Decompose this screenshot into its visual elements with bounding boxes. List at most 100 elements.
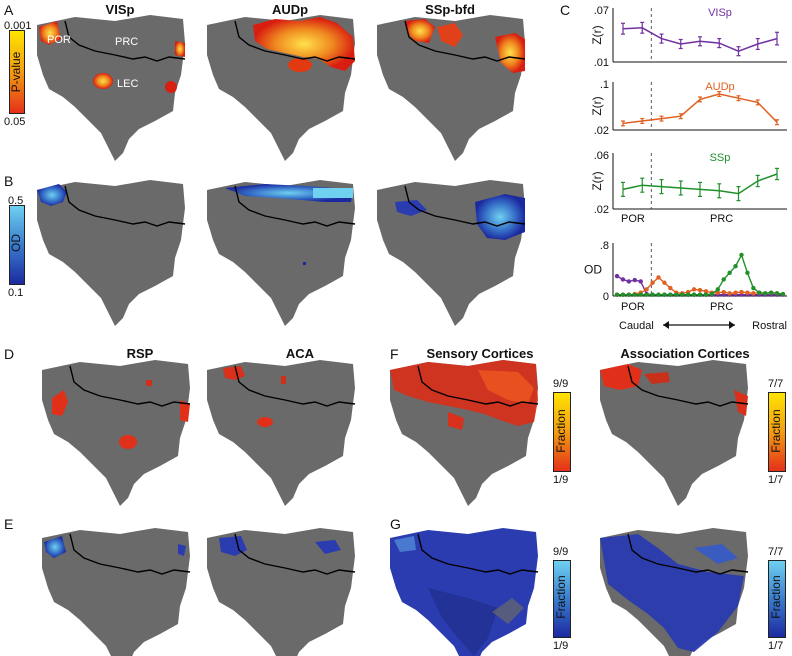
y-tick-label: 0 [603,291,609,303]
od-point [703,292,709,297]
fraction-spot [694,544,738,564]
od-point [638,292,643,297]
arrow-left-icon [663,321,669,329]
od-point [745,270,750,276]
panel-letter-e: E [4,516,14,532]
title-ssp-bfd: SSp-bfd [425,2,475,17]
od-point [715,287,720,292]
fraction-spot [119,435,137,449]
od-point [745,290,750,295]
colorbar-pvalue-top: 0.001 [4,20,32,32]
colorbar-fraction-assoc-blue-label: Fraction [769,575,783,619]
colorbar-od-bottom: 0.1 [8,287,24,299]
panel-letter-b: B [4,173,14,189]
od-point [751,285,756,291]
colorbar-fraction-sensory-red [553,392,571,472]
od-point [680,292,685,297]
od-point [739,252,744,258]
y-tick-label: .02 [594,204,609,216]
od-point [638,279,643,284]
panel-c-charts: .07 .01 Z(r) VISp .1 .02 Z(r) AUDp .06 .02 Z(r) SSp… [584,5,787,332]
colorbar-od [9,205,25,285]
colorbar-fraction-sensory-red-top: 9/9 [553,378,569,390]
fraction-spot [180,400,190,422]
colorbar-fraction-assoc-blue [768,560,786,638]
axis-rostral-label: Rostral [752,320,787,332]
panel-letter-a: A [4,2,14,18]
colorbar-pvalue-label: P-value [9,51,23,93]
hot-spot [253,17,355,71]
fraction-spot [600,364,642,390]
od-point [620,292,626,297]
colorbar-od-label: OD [9,234,23,252]
y-axis-label: OD [584,263,602,277]
map-b-visp [37,180,186,326]
od-spot [37,184,67,206]
od-point [697,292,703,297]
od-point [656,275,661,280]
colorbar-od-top: 0.5 [8,195,24,207]
title-association-cortices: Association Cortices [620,346,750,361]
fraction-spot [600,534,744,652]
colorbar-fraction-assoc-red [768,392,786,472]
od-point [774,291,780,296]
title-rsp: RSP [126,346,154,361]
fraction-spot [44,536,66,558]
od-point [632,277,637,283]
od-point [662,280,667,285]
x-label-prc: PRC [710,213,733,225]
od-point [650,280,655,285]
map-f-association [600,360,749,506]
fraction-spot [492,598,524,624]
fraction-spot [394,536,416,552]
od-point [703,289,709,294]
map-e-rsp [42,528,191,656]
fraction-spot [428,588,498,656]
x-label-por: POR [621,213,645,225]
hot-spot [437,23,463,47]
y-tick-label: .1 [600,79,609,91]
hot-spot [288,58,312,72]
od-point [780,291,786,297]
od-point [650,292,655,297]
panel-letter-f: F [390,346,399,362]
panel-letter-c: C [560,2,571,18]
od-spot [313,188,353,198]
hot-spot [39,21,61,45]
colorbar-fraction-sensory-blue-label: Fraction [554,575,568,619]
map-b-ssp-bfd [377,180,526,326]
y-tick-label: .06 [594,150,609,162]
map-g-association [600,528,749,656]
y-tick-label: .01 [594,57,609,69]
od-point [685,292,691,297]
od-spot [395,200,427,216]
fraction-spot [644,372,670,384]
arrow-right-icon [729,321,735,329]
fraction-spot [52,390,68,416]
od-point [697,287,703,293]
map-d-rsp [42,360,191,506]
od-point [662,292,667,297]
fraction-spot [257,417,273,427]
hot-spot [93,73,113,89]
label-prc: PRC [115,36,138,48]
colorbar-fraction-sensory-blue [553,560,571,638]
map-e-aca [207,528,356,656]
od-point [674,292,679,297]
colorbar-fraction-assoc-red-bottom: 1/7 [768,474,784,486]
fraction-spot [223,366,245,380]
map-f-sensory [390,360,539,506]
map-d-aca [207,360,356,506]
od-point [668,285,673,291]
od-point [715,290,720,295]
fraction-spot [146,380,152,386]
axis-caudal-label: Caudal [619,320,654,332]
od-spot [303,262,306,265]
fraction-spot [178,544,186,556]
colorbar-fraction-sensory-blue-top: 9/9 [553,546,569,558]
colorbar-fraction-sensory-red-label: Fraction [554,409,568,453]
od-point [721,289,726,295]
od-point [691,292,697,297]
colorbar-fraction-assoc-red-top: 7/7 [768,378,784,390]
title-aca: ACA [285,346,315,361]
